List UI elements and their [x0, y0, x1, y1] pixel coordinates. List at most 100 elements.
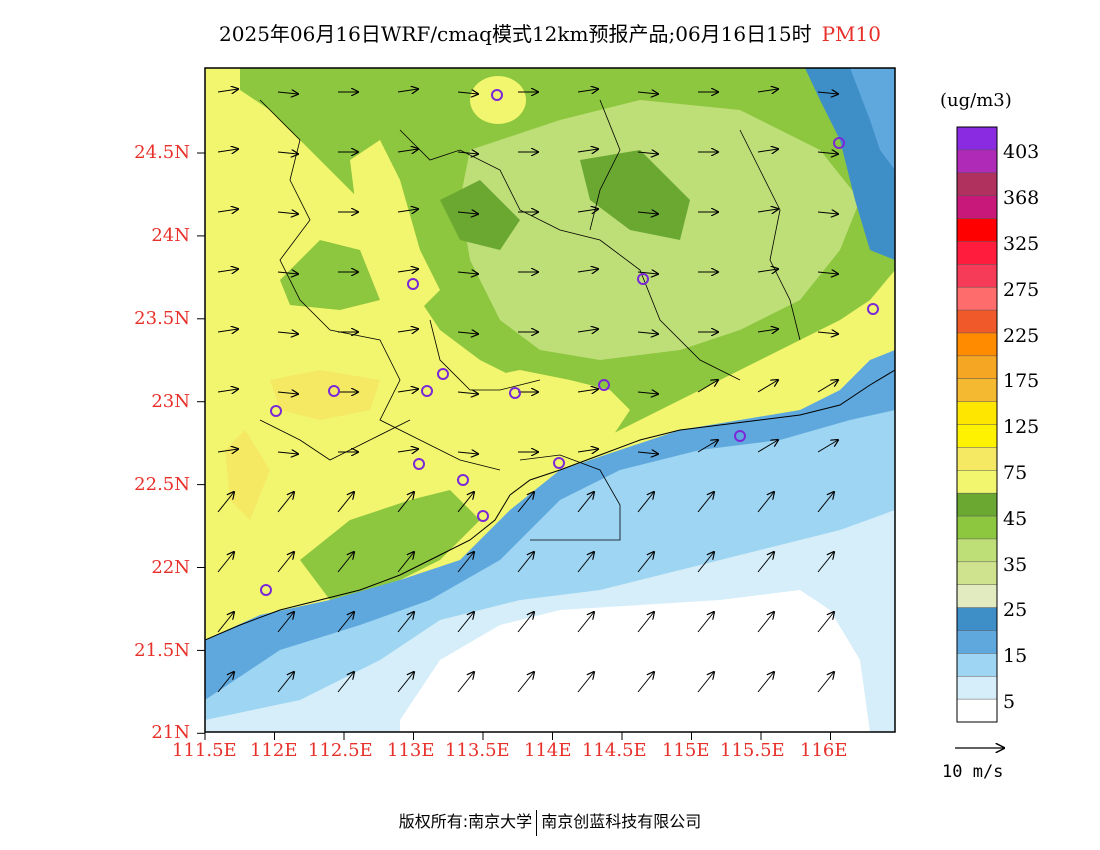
title-main: 2025年06月16日WRF/cmaq模式12km预报产品;06月16日15时	[219, 22, 812, 46]
wind-arrow	[817, 552, 834, 573]
wind-arrow	[397, 492, 414, 513]
wind-arrow	[277, 552, 294, 573]
wind-arrow	[577, 89, 598, 92]
wind-arrow	[217, 329, 238, 332]
colorbar-swatch	[957, 241, 997, 265]
sea-ne-dark	[850, 68, 895, 170]
lon-label-115: 115E	[662, 740, 710, 761]
colorbar-swatch	[957, 127, 997, 151]
lon-label-113: 113E	[387, 740, 435, 761]
lat-label-22: 22N	[151, 557, 190, 578]
colorbar-swatch	[957, 401, 997, 425]
station-circle	[328, 385, 340, 397]
copyright-footer: 版权所有:南京大学 南京创蓝科技有限公司	[0, 808, 1100, 836]
cb-label-325: 325	[1003, 233, 1040, 255]
wind-arrow	[337, 672, 354, 693]
lat-label-21: 21N	[151, 722, 190, 743]
wind-arrow	[517, 672, 534, 693]
map-frame	[204, 67, 896, 733]
wind-arrow	[817, 272, 838, 274]
colorbar-swatch	[957, 424, 997, 448]
wind-arrow	[817, 380, 838, 393]
cb-label-368: 368	[1003, 187, 1040, 209]
wind-arrow	[577, 329, 598, 332]
footer-separator	[536, 809, 538, 836]
cb-label-403: 403	[1003, 141, 1040, 163]
colorbar-swatch	[957, 287, 997, 311]
wind-arrow	[217, 449, 238, 452]
cb-label-275: 275	[1003, 279, 1040, 301]
colorbar-swatch	[957, 538, 997, 563]
wind-arrow	[397, 672, 414, 693]
wind-arrow	[757, 440, 778, 453]
wind-arrow	[277, 272, 298, 274]
lat-label-235: 23.5N	[134, 308, 190, 329]
wind-arrow	[517, 612, 534, 633]
wind-arrow	[757, 612, 774, 633]
cb-label-15: 15	[1003, 645, 1028, 667]
wind-arrow	[517, 492, 534, 513]
wind-arrow	[397, 612, 414, 633]
wind-arrow	[277, 612, 294, 633]
wind-arrow	[397, 269, 418, 272]
wind-arrow	[457, 92, 478, 94]
wind-arrow	[217, 209, 238, 212]
station-circle	[407, 278, 419, 290]
footer-right: 南京创蓝科技有限公司	[541, 812, 702, 831]
wind-arrow	[337, 552, 354, 573]
station-circle	[457, 474, 469, 486]
wind-legend-label: 10 m/s	[942, 762, 1004, 782]
wind-arrow	[457, 672, 474, 693]
wind-arrow	[757, 492, 774, 513]
wind-arrow	[697, 672, 714, 693]
green-patch-west	[280, 240, 380, 310]
station-circle	[867, 303, 879, 315]
wind-arrow	[757, 209, 778, 212]
wind-arrow	[637, 552, 654, 573]
wind-arrow	[577, 149, 598, 152]
axis-ticks	[197, 152, 831, 740]
wind-arrow	[817, 212, 838, 214]
wind-arrow	[457, 212, 478, 214]
wind-arrow	[817, 152, 838, 154]
admin-boundaries	[259, 99, 801, 541]
wind-arrow	[217, 269, 238, 272]
green-patch-sw	[300, 490, 480, 600]
wind-arrow	[277, 92, 298, 94]
colorbar-swatch	[957, 516, 997, 540]
title-variable: PM10	[821, 22, 881, 46]
lon-label-1135: 113.5E	[445, 740, 510, 761]
hotspot-west	[225, 370, 380, 520]
wind-arrow	[517, 552, 534, 573]
lon-label-116: 116E	[800, 740, 848, 761]
wind-arrow	[637, 452, 658, 454]
wind-arrow	[217, 492, 234, 513]
wind-arrow	[757, 552, 774, 573]
wind-arrow	[817, 332, 838, 334]
wind-arrow	[637, 392, 658, 394]
wind-arrow	[577, 269, 598, 272]
lat-label-225: 22.5N	[134, 474, 190, 495]
wind-arrow	[457, 332, 478, 334]
station-markers	[260, 89, 879, 596]
cb-label-75: 75	[1003, 462, 1028, 484]
lon-label-1145: 114.5E	[582, 740, 647, 761]
cb-label-25: 25	[1003, 599, 1028, 621]
wind-arrow	[397, 389, 418, 392]
colorbar-swatch	[957, 195, 997, 220]
wind-arrow	[277, 332, 298, 334]
wind-arrow	[757, 380, 778, 393]
station-circle	[413, 458, 425, 470]
wind-arrow	[277, 392, 298, 394]
cb-label-35: 35	[1003, 554, 1028, 576]
dark-green-patches	[440, 150, 690, 250]
wind-arrow	[817, 440, 838, 453]
lat-label-245: 24.5N	[134, 142, 190, 163]
wind-arrow	[637, 272, 658, 274]
yellow-tongue-north	[350, 140, 440, 320]
wind-arrow	[397, 89, 418, 92]
footer-left: 版权所有:南京大学	[398, 812, 533, 831]
wind-arrow	[757, 672, 774, 693]
wind-arrow	[397, 209, 418, 212]
wind-arrow	[577, 389, 598, 392]
